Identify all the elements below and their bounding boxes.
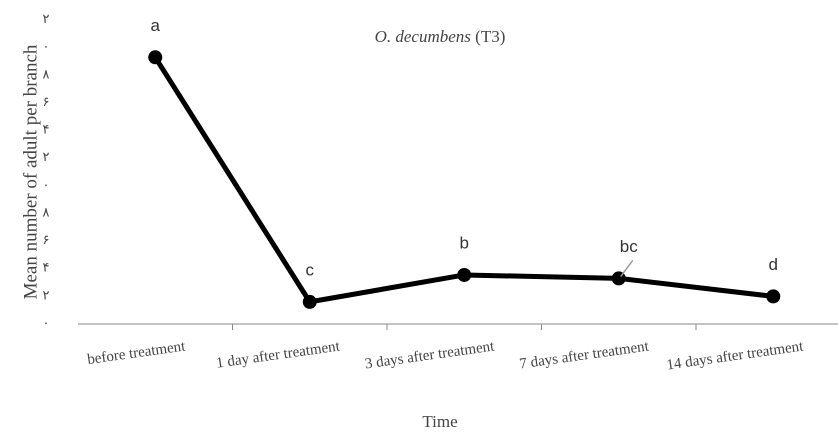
data-point xyxy=(766,289,781,304)
annotation-leader xyxy=(620,259,634,277)
data-point xyxy=(148,50,163,65)
series-line xyxy=(153,55,774,305)
point-annotation: c xyxy=(306,260,315,279)
title-species: O. decumbens xyxy=(375,27,472,46)
y-tick-label: ٠ xyxy=(43,177,50,192)
x-tick-label: 3 days after treatment xyxy=(364,338,496,372)
x-tick-label: 14 days after treatment xyxy=(666,338,806,373)
title-suffix: (T3) xyxy=(475,27,505,46)
y-axis-label: Mean number of adult per branch xyxy=(20,44,41,299)
x-tick-label: before treatment xyxy=(86,338,187,368)
y-tick-label: ٨ xyxy=(43,66,50,81)
y-tick-label: ٨ xyxy=(43,204,50,219)
y-tick-label: ۴ xyxy=(43,260,50,275)
x-axis-label: Time xyxy=(422,412,457,431)
y-tick-label: ٢ xyxy=(43,287,50,302)
y-tick-label: ۶ xyxy=(43,94,50,109)
data-point xyxy=(302,294,317,309)
point-annotation: bc xyxy=(620,237,638,256)
point-annotation: a xyxy=(151,16,161,35)
y-tick-label: ٠ xyxy=(43,39,50,54)
y-tick-label: ۶ xyxy=(43,232,50,247)
x-tick-label: 7 days after treatment xyxy=(518,338,650,372)
x-tick-label: 1 day after treatment xyxy=(215,338,341,371)
y-tick-label: ۴ xyxy=(43,122,50,137)
chart-title: O. decumbens (T3) xyxy=(375,27,506,46)
point-annotation: d xyxy=(769,255,778,274)
data-point xyxy=(457,267,472,282)
y-tick-label: ٢ xyxy=(43,11,50,26)
y-tick-label: ٠ xyxy=(43,315,50,330)
point-annotation: b xyxy=(460,233,469,252)
y-tick-label: ٢ xyxy=(43,149,50,164)
